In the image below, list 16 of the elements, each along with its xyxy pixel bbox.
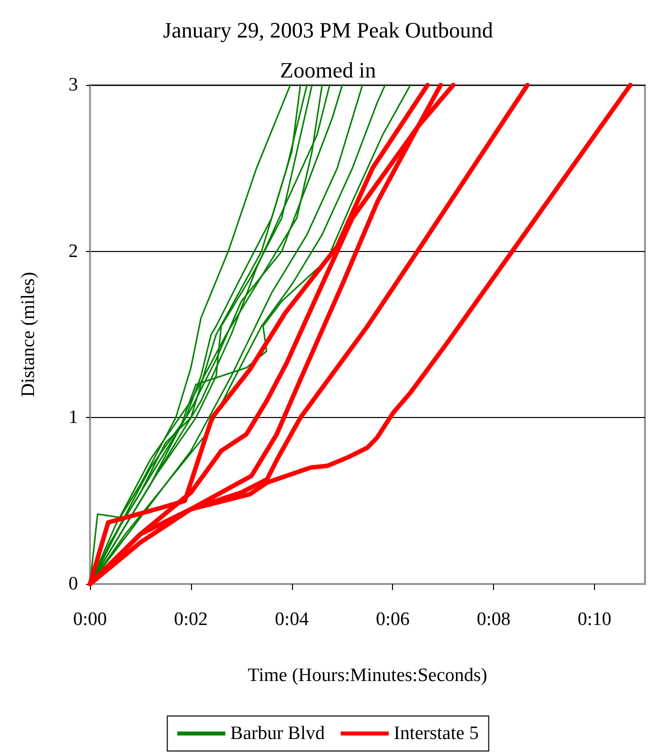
x-tick-label: 0:04	[274, 609, 310, 630]
legend-label: Barbur Blvd	[230, 723, 326, 744]
y-axis-title: Distance (miles)	[18, 272, 39, 398]
y-tick-label: 3	[68, 74, 78, 96]
x-tick-label: 0:00	[73, 609, 107, 630]
y-tick-label: 1	[68, 407, 78, 428]
x-tick-label: 0:06	[376, 609, 410, 630]
x-tick-label: 0:02	[174, 609, 208, 630]
x-tick-label: 0:10	[578, 609, 612, 630]
x-axis-title: Time (Hours:Minutes:Seconds)	[248, 665, 488, 686]
x-tick-label: 0:08	[476, 609, 511, 630]
y-tick-label: 0	[68, 574, 78, 594]
chart-subtitle: Zoomed in	[280, 58, 376, 82]
y-tick-label: 2	[68, 240, 78, 262]
chart-title: January 29, 2003 PM Peak Outbound	[163, 18, 493, 42]
legend-label: Interstate 5	[394, 723, 479, 744]
